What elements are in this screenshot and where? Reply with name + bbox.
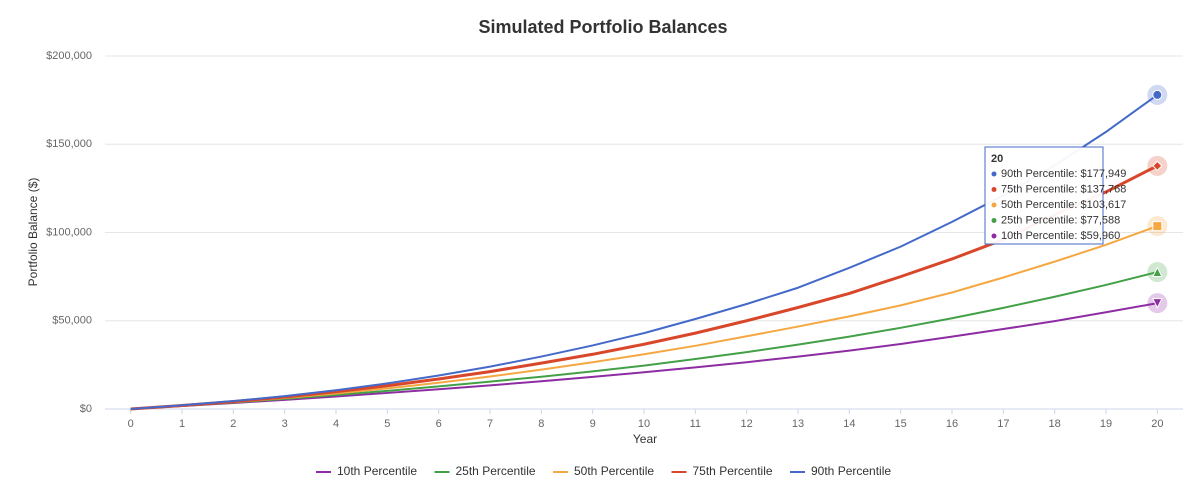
x-tick-label: 5 — [384, 418, 390, 430]
tooltip-bullet — [991, 171, 997, 177]
series-line — [130, 164, 1159, 411]
tooltip-bullet — [991, 202, 997, 208]
x-tick-label: 2 — [230, 418, 236, 430]
x-tick-label: 11 — [690, 418, 701, 430]
x-tick-label: 16 — [946, 418, 958, 430]
legend-label: 75th Percentile — [693, 464, 773, 478]
x-tick-label: 0 — [128, 418, 134, 430]
x-tick-label: 4 — [333, 418, 339, 430]
tooltip-bullet — [991, 187, 997, 192]
tooltip-line: 25th Percentile: $77,588 — [1001, 214, 1120, 226]
x-tick-label: 3 — [282, 418, 288, 430]
tooltip-line: 90th Percentile: $177,949 — [1001, 168, 1126, 180]
x-tick-label: 8 — [538, 418, 544, 430]
x-tick-label: 19 — [1100, 418, 1112, 430]
y-tick-label: $150,000 — [46, 138, 92, 150]
tooltip-line: 10th Percentile: $59,960 — [1001, 230, 1120, 242]
x-tick-label: 14 — [843, 418, 855, 430]
x-tick-label: 9 — [590, 418, 596, 430]
y-tick-label: $0 — [80, 403, 92, 415]
tooltip-line: 50th Percentile: $103,617 — [1001, 199, 1126, 211]
x-tick-label: 12 — [741, 418, 753, 430]
x-tick-label: 20 — [1151, 418, 1163, 430]
point-marker — [1152, 298, 1163, 309]
x-tick-label: 1 — [179, 418, 185, 430]
point-marker — [1152, 160, 1163, 172]
x-tick-label: 10 — [638, 418, 650, 430]
series-line — [130, 225, 1158, 410]
chart-title: Simulated Portfolio Balances — [478, 17, 727, 37]
point-marker — [1152, 266, 1163, 278]
tooltip-line: 75th Percentile: $137,768 — [1001, 183, 1126, 195]
x-axis-title: Year — [633, 432, 657, 446]
point-marker — [1152, 89, 1163, 100]
series-line — [130, 302, 1158, 410]
legend-label: 10th Percentile — [337, 464, 417, 478]
tooltip-title: 20 — [991, 153, 1003, 165]
x-tick-label: 15 — [895, 418, 907, 430]
tooltip-bullet — [991, 218, 997, 223]
x-tick-label: 13 — [792, 418, 804, 430]
series-line — [130, 271, 1158, 410]
legend-label: 50th Percentile — [574, 464, 654, 478]
legend-label: 25th Percentile — [456, 464, 536, 478]
x-tick-label: 17 — [997, 418, 1009, 430]
legend-label: 90th Percentile — [811, 464, 891, 478]
point-marker — [1152, 221, 1163, 232]
y-tick-label: $50,000 — [52, 315, 92, 327]
series-line — [130, 94, 1158, 410]
tooltip-box — [984, 146, 1104, 245]
x-tick-label: 18 — [1049, 418, 1061, 430]
tooltip: 20 90th Percentile: $177,949 75th Percenti… — [984, 146, 1126, 245]
tooltip-bullet — [991, 233, 997, 239]
x-tick-label: 6 — [436, 418, 442, 430]
y-tick-label: $200,000 — [46, 50, 92, 62]
y-tick-label: $100,000 — [46, 226, 92, 238]
x-tick-label: 7 — [487, 418, 493, 430]
y-axis-title: Portfolio Balance ($) — [26, 178, 40, 287]
